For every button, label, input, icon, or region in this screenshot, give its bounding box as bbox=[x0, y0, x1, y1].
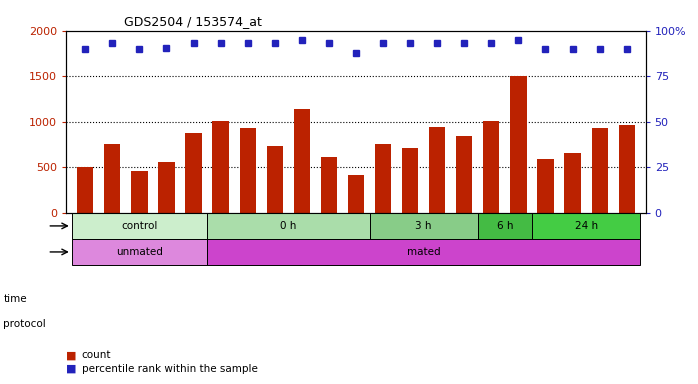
Bar bbox=[510, 76, 526, 213]
Bar bbox=[402, 148, 418, 213]
Bar bbox=[72, 239, 207, 265]
Text: 3 h: 3 h bbox=[415, 221, 432, 231]
Text: ■: ■ bbox=[66, 350, 77, 360]
Bar bbox=[72, 213, 207, 239]
Text: 24 h: 24 h bbox=[574, 221, 597, 231]
Bar bbox=[375, 144, 391, 213]
Text: unmated: unmated bbox=[116, 247, 163, 257]
Bar bbox=[537, 159, 554, 213]
Bar bbox=[207, 213, 369, 239]
Bar bbox=[212, 121, 229, 213]
Bar bbox=[429, 127, 445, 213]
Text: ■: ■ bbox=[66, 364, 77, 374]
Bar bbox=[294, 109, 310, 213]
Bar bbox=[618, 124, 634, 213]
Text: time: time bbox=[3, 294, 27, 304]
Bar bbox=[321, 157, 337, 213]
Bar bbox=[483, 121, 500, 213]
Bar bbox=[77, 167, 94, 213]
Bar bbox=[348, 175, 364, 213]
Text: control: control bbox=[121, 221, 158, 231]
Bar bbox=[591, 128, 608, 213]
Bar bbox=[267, 146, 283, 213]
Text: 0 h: 0 h bbox=[280, 221, 297, 231]
Text: 6 h: 6 h bbox=[496, 221, 513, 231]
Bar bbox=[131, 171, 147, 213]
Bar bbox=[239, 128, 255, 213]
Bar bbox=[104, 144, 121, 213]
Bar bbox=[532, 213, 640, 239]
Text: protocol: protocol bbox=[3, 319, 46, 329]
Text: count: count bbox=[82, 350, 111, 360]
Bar bbox=[456, 136, 473, 213]
Text: GDS2504 / 153574_at: GDS2504 / 153574_at bbox=[124, 15, 262, 28]
Bar bbox=[369, 213, 478, 239]
Bar bbox=[565, 153, 581, 213]
Text: percentile rank within the sample: percentile rank within the sample bbox=[82, 364, 258, 374]
Bar bbox=[158, 162, 174, 213]
Bar bbox=[478, 213, 532, 239]
Text: mated: mated bbox=[407, 247, 440, 257]
Bar bbox=[186, 133, 202, 213]
Bar bbox=[207, 239, 640, 265]
